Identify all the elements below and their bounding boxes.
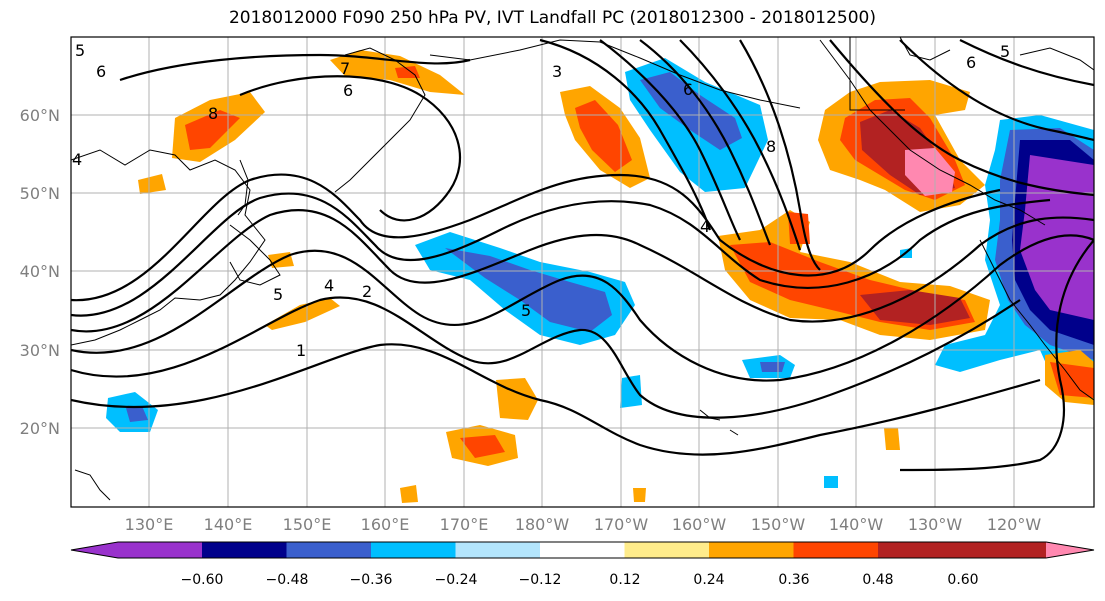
map-frame bbox=[70, 36, 1095, 508]
colorbar-tick: −0.12 bbox=[519, 572, 562, 588]
contour-label: 2 bbox=[362, 282, 372, 301]
contour-label: 5 bbox=[1000, 42, 1010, 61]
map-title: 2018012000 F090 250 hPa PV, IVT Landfall… bbox=[228, 8, 876, 28]
contour-label: 8 bbox=[766, 137, 776, 156]
contour-label: 5 bbox=[273, 285, 283, 304]
colorbar-extend-high bbox=[1046, 542, 1094, 558]
colorbar-tick: 0.12 bbox=[609, 572, 640, 588]
graticule bbox=[71, 37, 1094, 507]
contour-label: 5 bbox=[521, 301, 531, 320]
contour-label: 4 bbox=[700, 217, 710, 236]
lat-label: 20°N bbox=[20, 419, 60, 438]
colorbar-cell bbox=[878, 542, 1046, 558]
contour-label: 4 bbox=[324, 276, 334, 295]
lon-label: 160°W bbox=[672, 515, 727, 534]
lat-label: 40°N bbox=[20, 262, 60, 281]
colorbar-extend-low bbox=[71, 542, 118, 558]
lon-label: 130°W bbox=[908, 515, 963, 534]
contour-labels: 6 7 8 6 3 6 8 5 4 2 1 5 4 6 5 4 5 bbox=[72, 41, 1010, 360]
colorbar-tick: −0.24 bbox=[435, 572, 478, 588]
contour-label: 1 bbox=[296, 341, 306, 360]
colorbar-cell bbox=[709, 542, 794, 558]
contour-label: 8 bbox=[208, 104, 218, 123]
contour-label: 5 bbox=[75, 41, 85, 60]
colorbar-cell bbox=[793, 542, 878, 558]
colorbar-cell bbox=[371, 542, 456, 558]
colorbar-cell bbox=[286, 542, 371, 558]
lon-label: 180°W bbox=[515, 515, 570, 534]
lon-label: 170°E bbox=[440, 515, 489, 534]
colorbar-cell bbox=[118, 542, 202, 558]
coastlines bbox=[71, 37, 1094, 501]
lon-label: 130°E bbox=[125, 515, 174, 534]
lon-label: 140°W bbox=[829, 515, 884, 534]
colorbar-cell bbox=[540, 542, 625, 558]
longitude-labels: 130°E 140°E 150°E 160°E 170°E 180°W 170°… bbox=[125, 515, 1042, 534]
colorbar-ticks: −0.60 −0.48 −0.36 −0.24 −0.12 0.12 0.24 … bbox=[181, 572, 979, 588]
lon-label: 150°W bbox=[751, 515, 806, 534]
contour-label: 7 bbox=[340, 59, 350, 78]
lon-label: 150°E bbox=[283, 515, 332, 534]
contour-label: 6 bbox=[343, 81, 353, 100]
contour-label: 6 bbox=[683, 80, 693, 99]
lon-label: 140°E bbox=[204, 515, 253, 534]
colorbar-tick: 0.36 bbox=[778, 572, 809, 588]
contour-label: 3 bbox=[552, 62, 562, 81]
colorbar bbox=[70, 541, 1095, 559]
lon-label: 170°W bbox=[594, 515, 649, 534]
colorbar-tick: −0.60 bbox=[181, 572, 224, 588]
colorbar-cell bbox=[202, 542, 287, 558]
contour-label: 4 bbox=[72, 150, 82, 169]
lat-label: 60°N bbox=[20, 106, 60, 125]
contour-label: 6 bbox=[96, 62, 106, 81]
pv-contours bbox=[71, 38, 1094, 472]
lat-label: 30°N bbox=[20, 341, 60, 360]
colorbar-tick: 0.48 bbox=[862, 572, 893, 588]
colorbar-tick: −0.36 bbox=[350, 572, 393, 588]
colorbar-cell bbox=[624, 542, 709, 558]
lat-label: 50°N bbox=[20, 184, 60, 203]
colorbar-outline bbox=[70, 541, 1095, 559]
colorbar-tick: −0.48 bbox=[266, 572, 309, 588]
colorbar-cell bbox=[455, 542, 540, 558]
lon-label: 120°W bbox=[987, 515, 1042, 534]
lon-label: 160°E bbox=[361, 515, 410, 534]
contour-label: 6 bbox=[966, 53, 976, 72]
pv-anomaly-shading bbox=[106, 50, 1094, 503]
colorbar-tick: 0.60 bbox=[947, 572, 978, 588]
colorbar-tick: 0.24 bbox=[693, 572, 724, 588]
latitude-labels: 60°N 50°N 40°N 30°N 20°N bbox=[20, 106, 60, 438]
